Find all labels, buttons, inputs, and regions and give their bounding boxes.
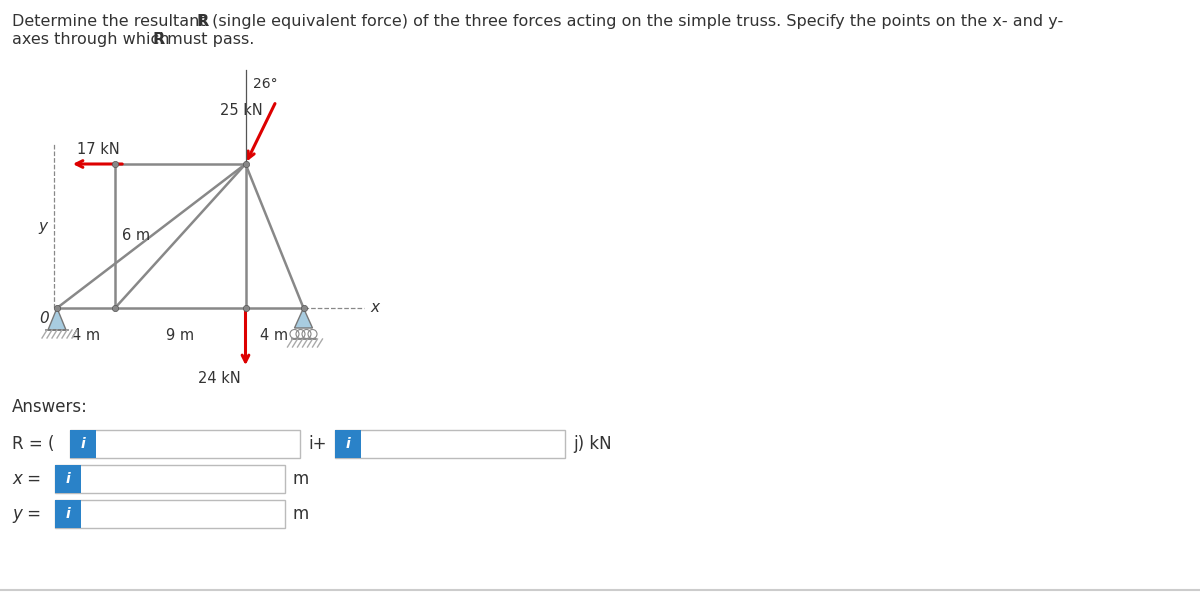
Text: 25 kN: 25 kN <box>220 103 263 118</box>
FancyBboxPatch shape <box>70 430 96 458</box>
Text: 24 kN: 24 kN <box>198 371 240 386</box>
Text: y =: y = <box>12 505 41 523</box>
FancyBboxPatch shape <box>335 430 361 458</box>
Text: x: x <box>371 300 379 315</box>
Text: 26°: 26° <box>253 77 278 90</box>
Text: m: m <box>293 470 310 488</box>
Text: i: i <box>346 437 350 451</box>
Text: 6 m: 6 m <box>122 228 150 243</box>
Text: x =: x = <box>12 470 41 488</box>
Text: Answers:: Answers: <box>12 398 88 416</box>
FancyBboxPatch shape <box>55 465 82 493</box>
Text: j) kN: j) kN <box>574 435 612 453</box>
Text: Determine the resultant: Determine the resultant <box>12 14 211 29</box>
FancyBboxPatch shape <box>335 430 565 458</box>
FancyBboxPatch shape <box>55 500 286 528</box>
FancyBboxPatch shape <box>55 465 286 493</box>
Text: 0: 0 <box>40 311 49 326</box>
Text: (single equivalent force) of the three forces acting on the simple truss. Specif: (single equivalent force) of the three f… <box>208 14 1063 29</box>
Text: R = (: R = ( <box>12 435 54 453</box>
Text: 17 kN: 17 kN <box>77 142 120 157</box>
Text: axes through which: axes through which <box>12 32 175 47</box>
Text: R: R <box>152 32 164 47</box>
FancyBboxPatch shape <box>55 500 82 528</box>
FancyBboxPatch shape <box>70 430 300 458</box>
Text: 4 m: 4 m <box>260 328 288 343</box>
Text: 4 m: 4 m <box>72 328 100 343</box>
Text: i: i <box>66 507 71 521</box>
Text: i+: i+ <box>308 435 326 453</box>
Text: 9 m: 9 m <box>166 328 194 343</box>
Text: y: y <box>38 218 48 233</box>
Polygon shape <box>48 308 66 330</box>
Text: R: R <box>197 14 209 29</box>
Text: i: i <box>66 472 71 486</box>
Polygon shape <box>294 308 312 328</box>
Text: must pass.: must pass. <box>162 32 254 47</box>
Text: i: i <box>80 437 85 451</box>
Text: m: m <box>293 505 310 523</box>
